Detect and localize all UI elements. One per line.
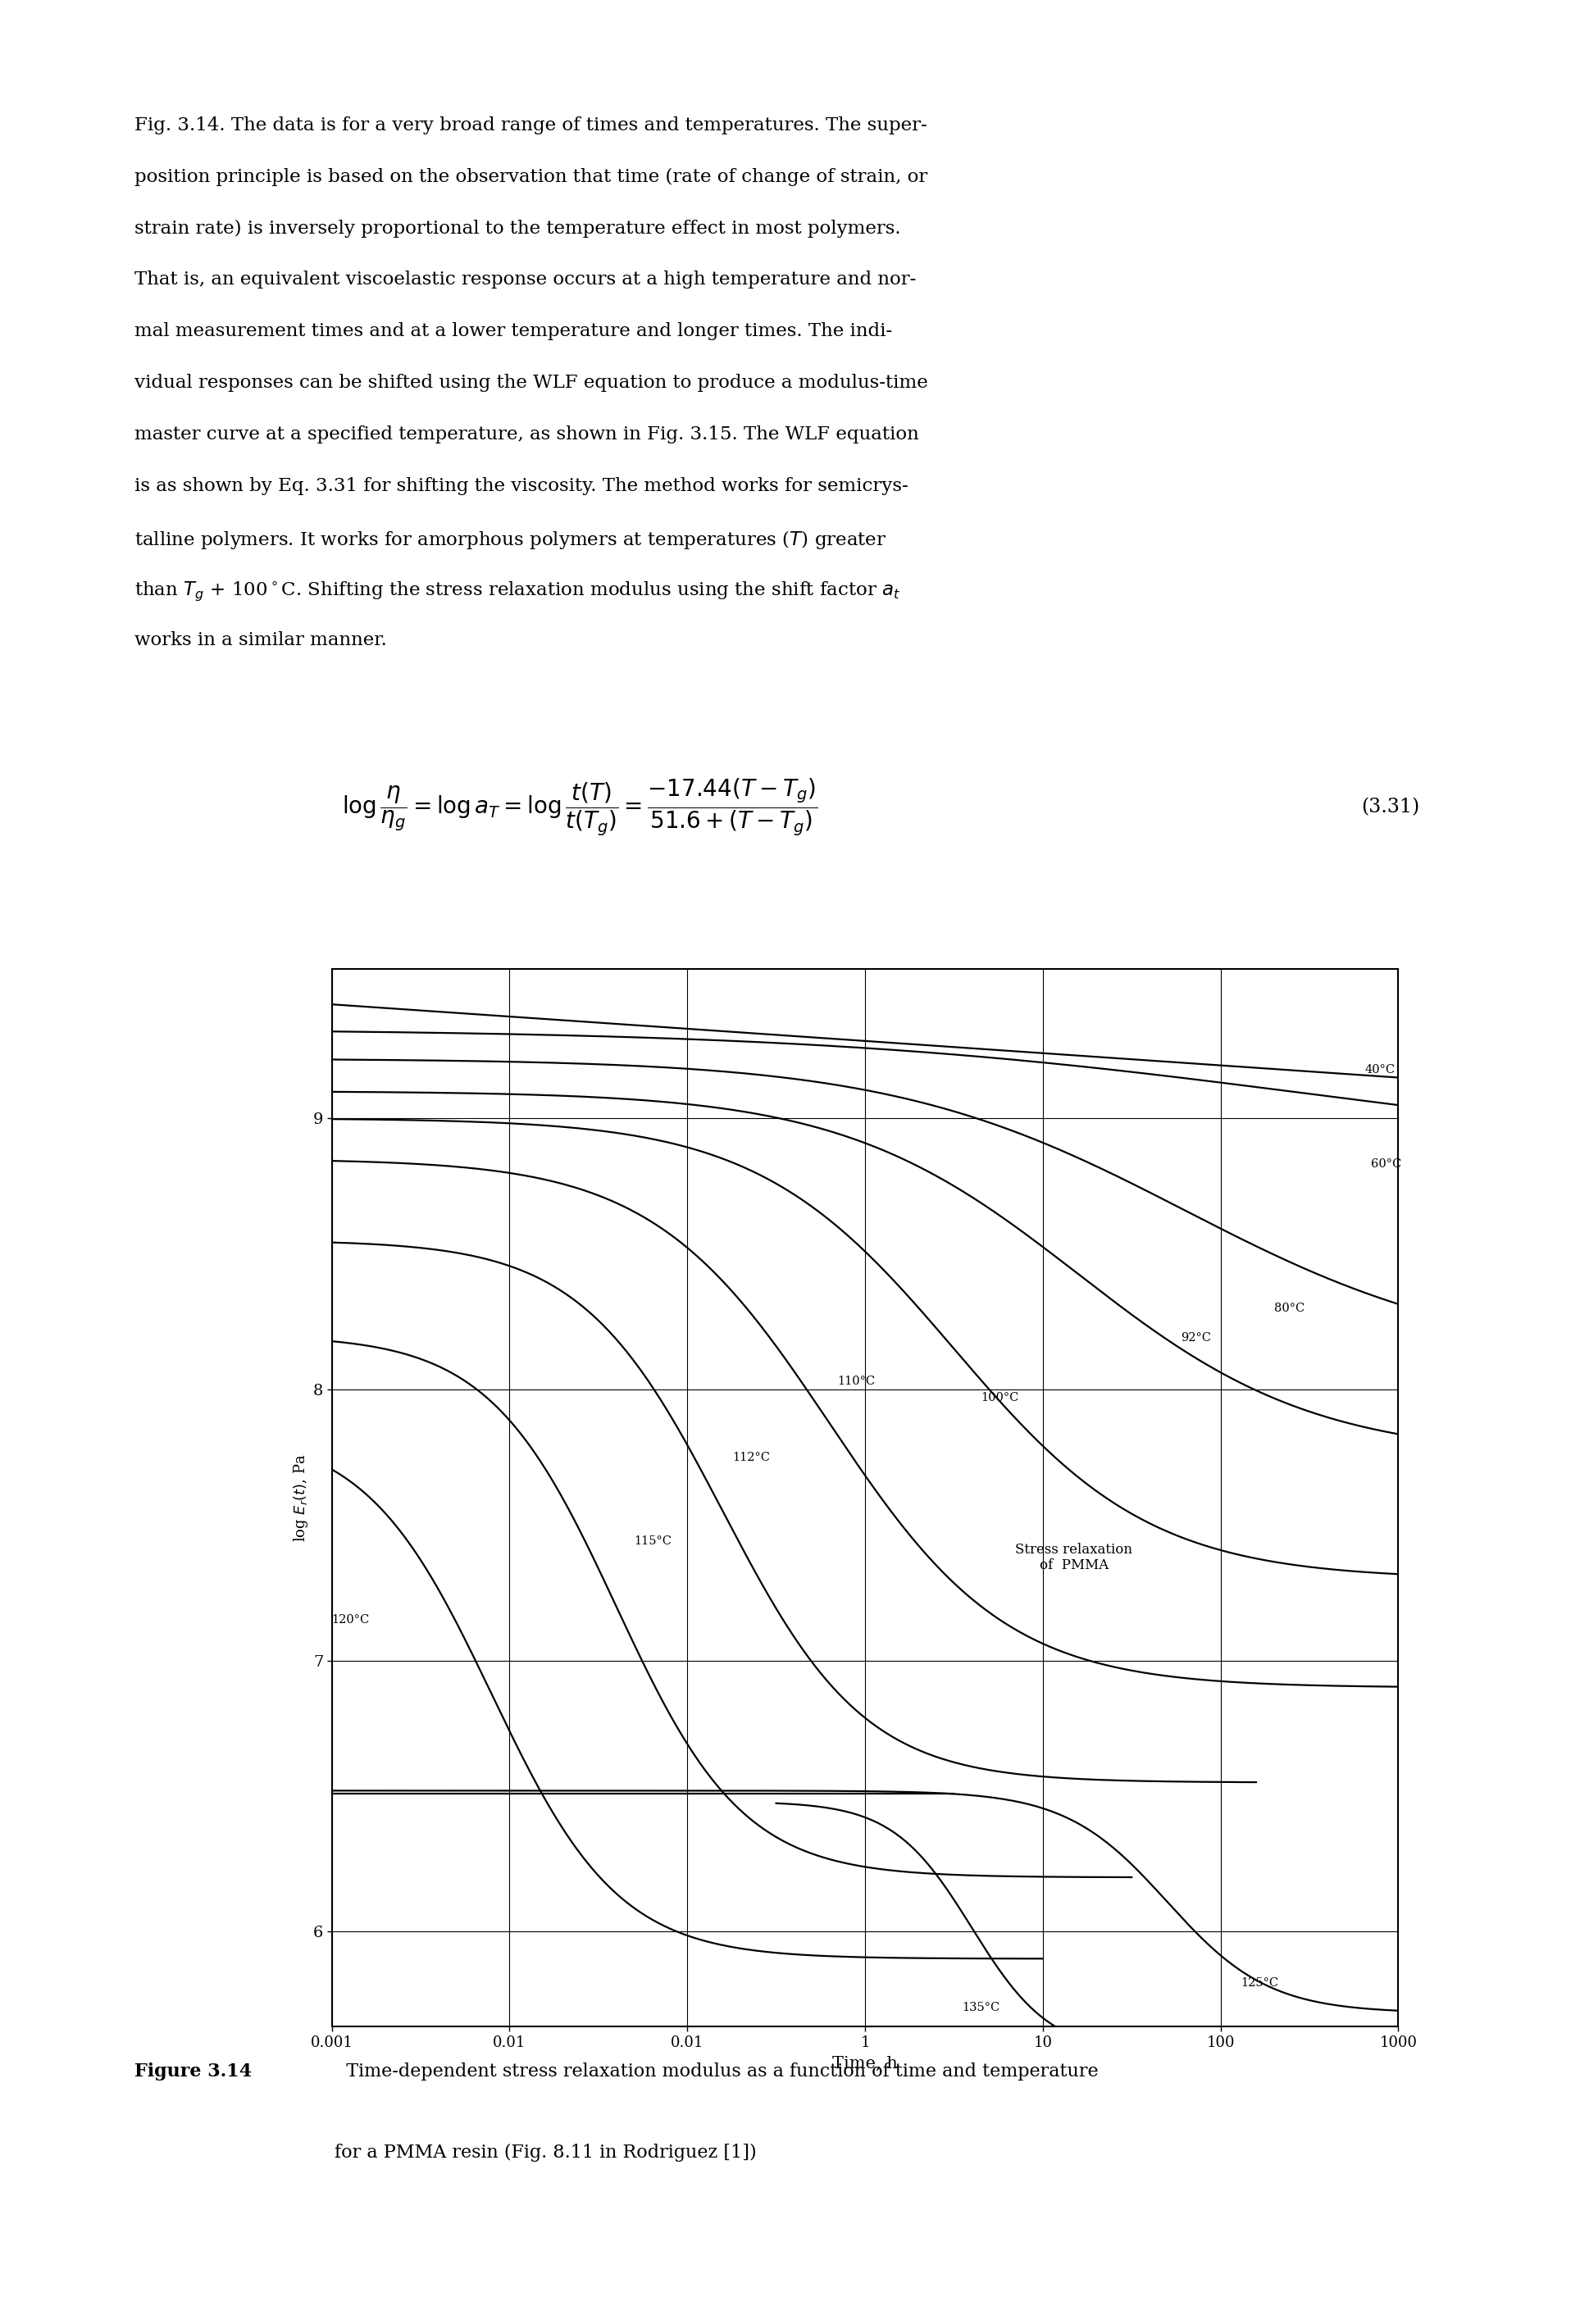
- Text: $\log\dfrac{\eta}{\eta_g} = \log a_T = \log\dfrac{t(T)}{t(T_g)} = \dfrac{-17.44(: $\log\dfrac{\eta}{\eta_g} = \log a_T = \…: [343, 776, 818, 839]
- Text: strain rate) is inversely proportional to the temperature effect in most polymer: strain rate) is inversely proportional t…: [134, 218, 901, 237]
- Text: mal measurement times and at a lower temperature and longer times. The indi-: mal measurement times and at a lower tem…: [134, 323, 893, 339]
- Text: 115°C: 115°C: [634, 1536, 672, 1548]
- Text: 112°C: 112°C: [733, 1452, 771, 1462]
- Text: position principle is based on the observation that time (rate of change of stra: position principle is based on the obser…: [134, 167, 927, 186]
- Text: is as shown by Eq. 3.31 for shifting the viscosity. The method works for semicry: is as shown by Eq. 3.31 for shifting the…: [134, 476, 908, 495]
- Text: 80°C: 80°C: [1273, 1301, 1305, 1313]
- Text: than $T_g$ + 100$^\circ$C. Shifting the stress relaxation modulus using the shif: than $T_g$ + 100$^\circ$C. Shifting the …: [134, 581, 901, 602]
- Text: 92°C: 92°C: [1182, 1332, 1212, 1343]
- Text: Fig. 3.14. The data is for a very broad range of times and temperatures. The sup: Fig. 3.14. The data is for a very broad …: [134, 116, 927, 135]
- Text: 125°C: 125°C: [1240, 1978, 1278, 1989]
- Text: works in a similar manner.: works in a similar manner.: [134, 632, 387, 648]
- Text: 100°C: 100°C: [981, 1392, 1019, 1404]
- Text: 3  Introduction to Polymer Rheology for Extrusion: 3 Introduction to Polymer Rheology for E…: [150, 33, 641, 51]
- Text: vidual responses can be shifted using the WLF equation to produce a modulus-time: vidual responses can be shifted using th…: [134, 374, 927, 393]
- Text: talline polymers. It works for amorphous polymers at temperatures ($T$) greater: talline polymers. It works for amorphous…: [134, 528, 886, 551]
- Text: Time-dependent stress relaxation modulus as a function of time and temperature: Time-dependent stress relaxation modulus…: [335, 2064, 1098, 2080]
- Text: That is, an equivalent viscoelastic response occurs at a high temperature and no: That is, an equivalent viscoelastic resp…: [134, 272, 916, 288]
- Text: 120°C: 120°C: [332, 1615, 370, 1624]
- Text: 135°C: 135°C: [962, 2001, 1000, 2013]
- Text: 78: 78: [60, 30, 92, 53]
- Text: for a PMMA resin (Fig. 8.11 in Rodriguez [1]): for a PMMA resin (Fig. 8.11 in Rodriguez…: [335, 2143, 757, 2161]
- Y-axis label: log $E_r(t)$, Pa: log $E_r(t)$, Pa: [292, 1452, 310, 1543]
- X-axis label: Time, h: Time, h: [833, 2054, 897, 2071]
- Text: 40°C: 40°C: [1365, 1064, 1395, 1076]
- Text: Stress relaxation
of  PMMA: Stress relaxation of PMMA: [1016, 1543, 1133, 1573]
- Text: 60°C: 60°C: [1371, 1160, 1401, 1169]
- Text: (3.31): (3.31): [1362, 797, 1420, 818]
- Text: Figure 3.14: Figure 3.14: [134, 2064, 251, 2080]
- Text: 110°C: 110°C: [837, 1376, 875, 1387]
- Text: master curve at a specified temperature, as shown in Fig. 3.15. The WLF equation: master curve at a specified temperature,…: [134, 425, 918, 444]
